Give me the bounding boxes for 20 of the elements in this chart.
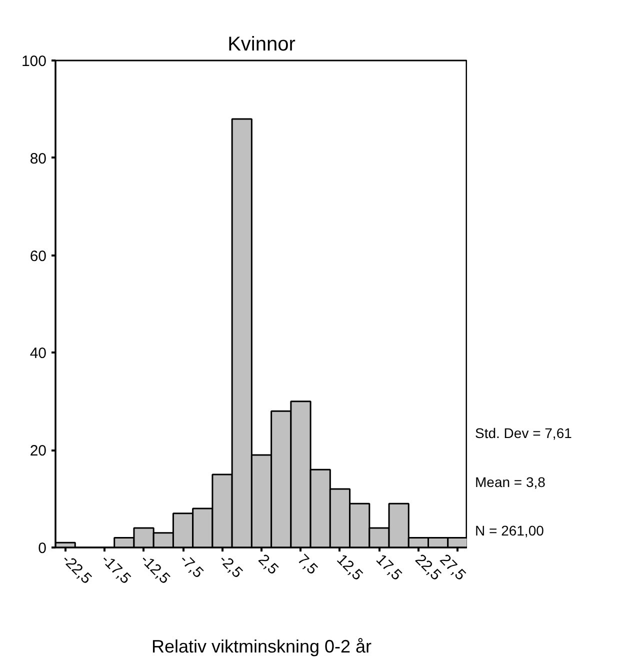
y-tick-label: 20 — [30, 442, 47, 460]
text: Std. Dev = 7,61 — [475, 425, 572, 442]
x-tick-label: 17,5 — [372, 551, 406, 584]
x-tick-label: 7,5 — [294, 551, 321, 578]
text: Mean = 3,8 — [475, 474, 546, 490]
x-tick-label: 2,5 — [254, 551, 282, 578]
text: N = 261,00 — [475, 522, 544, 538]
x-tick-label: -22,5 — [58, 551, 95, 588]
x-tick-label: -12,5 — [137, 551, 174, 588]
x-tick-label: -17,5 — [98, 551, 134, 588]
x-tick-label: -2,5 — [216, 551, 246, 582]
y-tick-label: 40 — [30, 345, 47, 362]
x-tick-label: 12,5 — [333, 551, 366, 584]
y-tick-label: 60 — [30, 248, 47, 265]
y-tick-label: 100 — [21, 53, 47, 70]
y-tick-label: 0 — [38, 540, 46, 557]
x-tick-label: -7,5 — [176, 551, 207, 582]
y-tick-label: 80 — [30, 150, 47, 168]
chart-title: Kvinnor — [228, 34, 296, 56]
x-axis-title: Relativ viktminskning 0-2 år — [151, 636, 372, 656]
